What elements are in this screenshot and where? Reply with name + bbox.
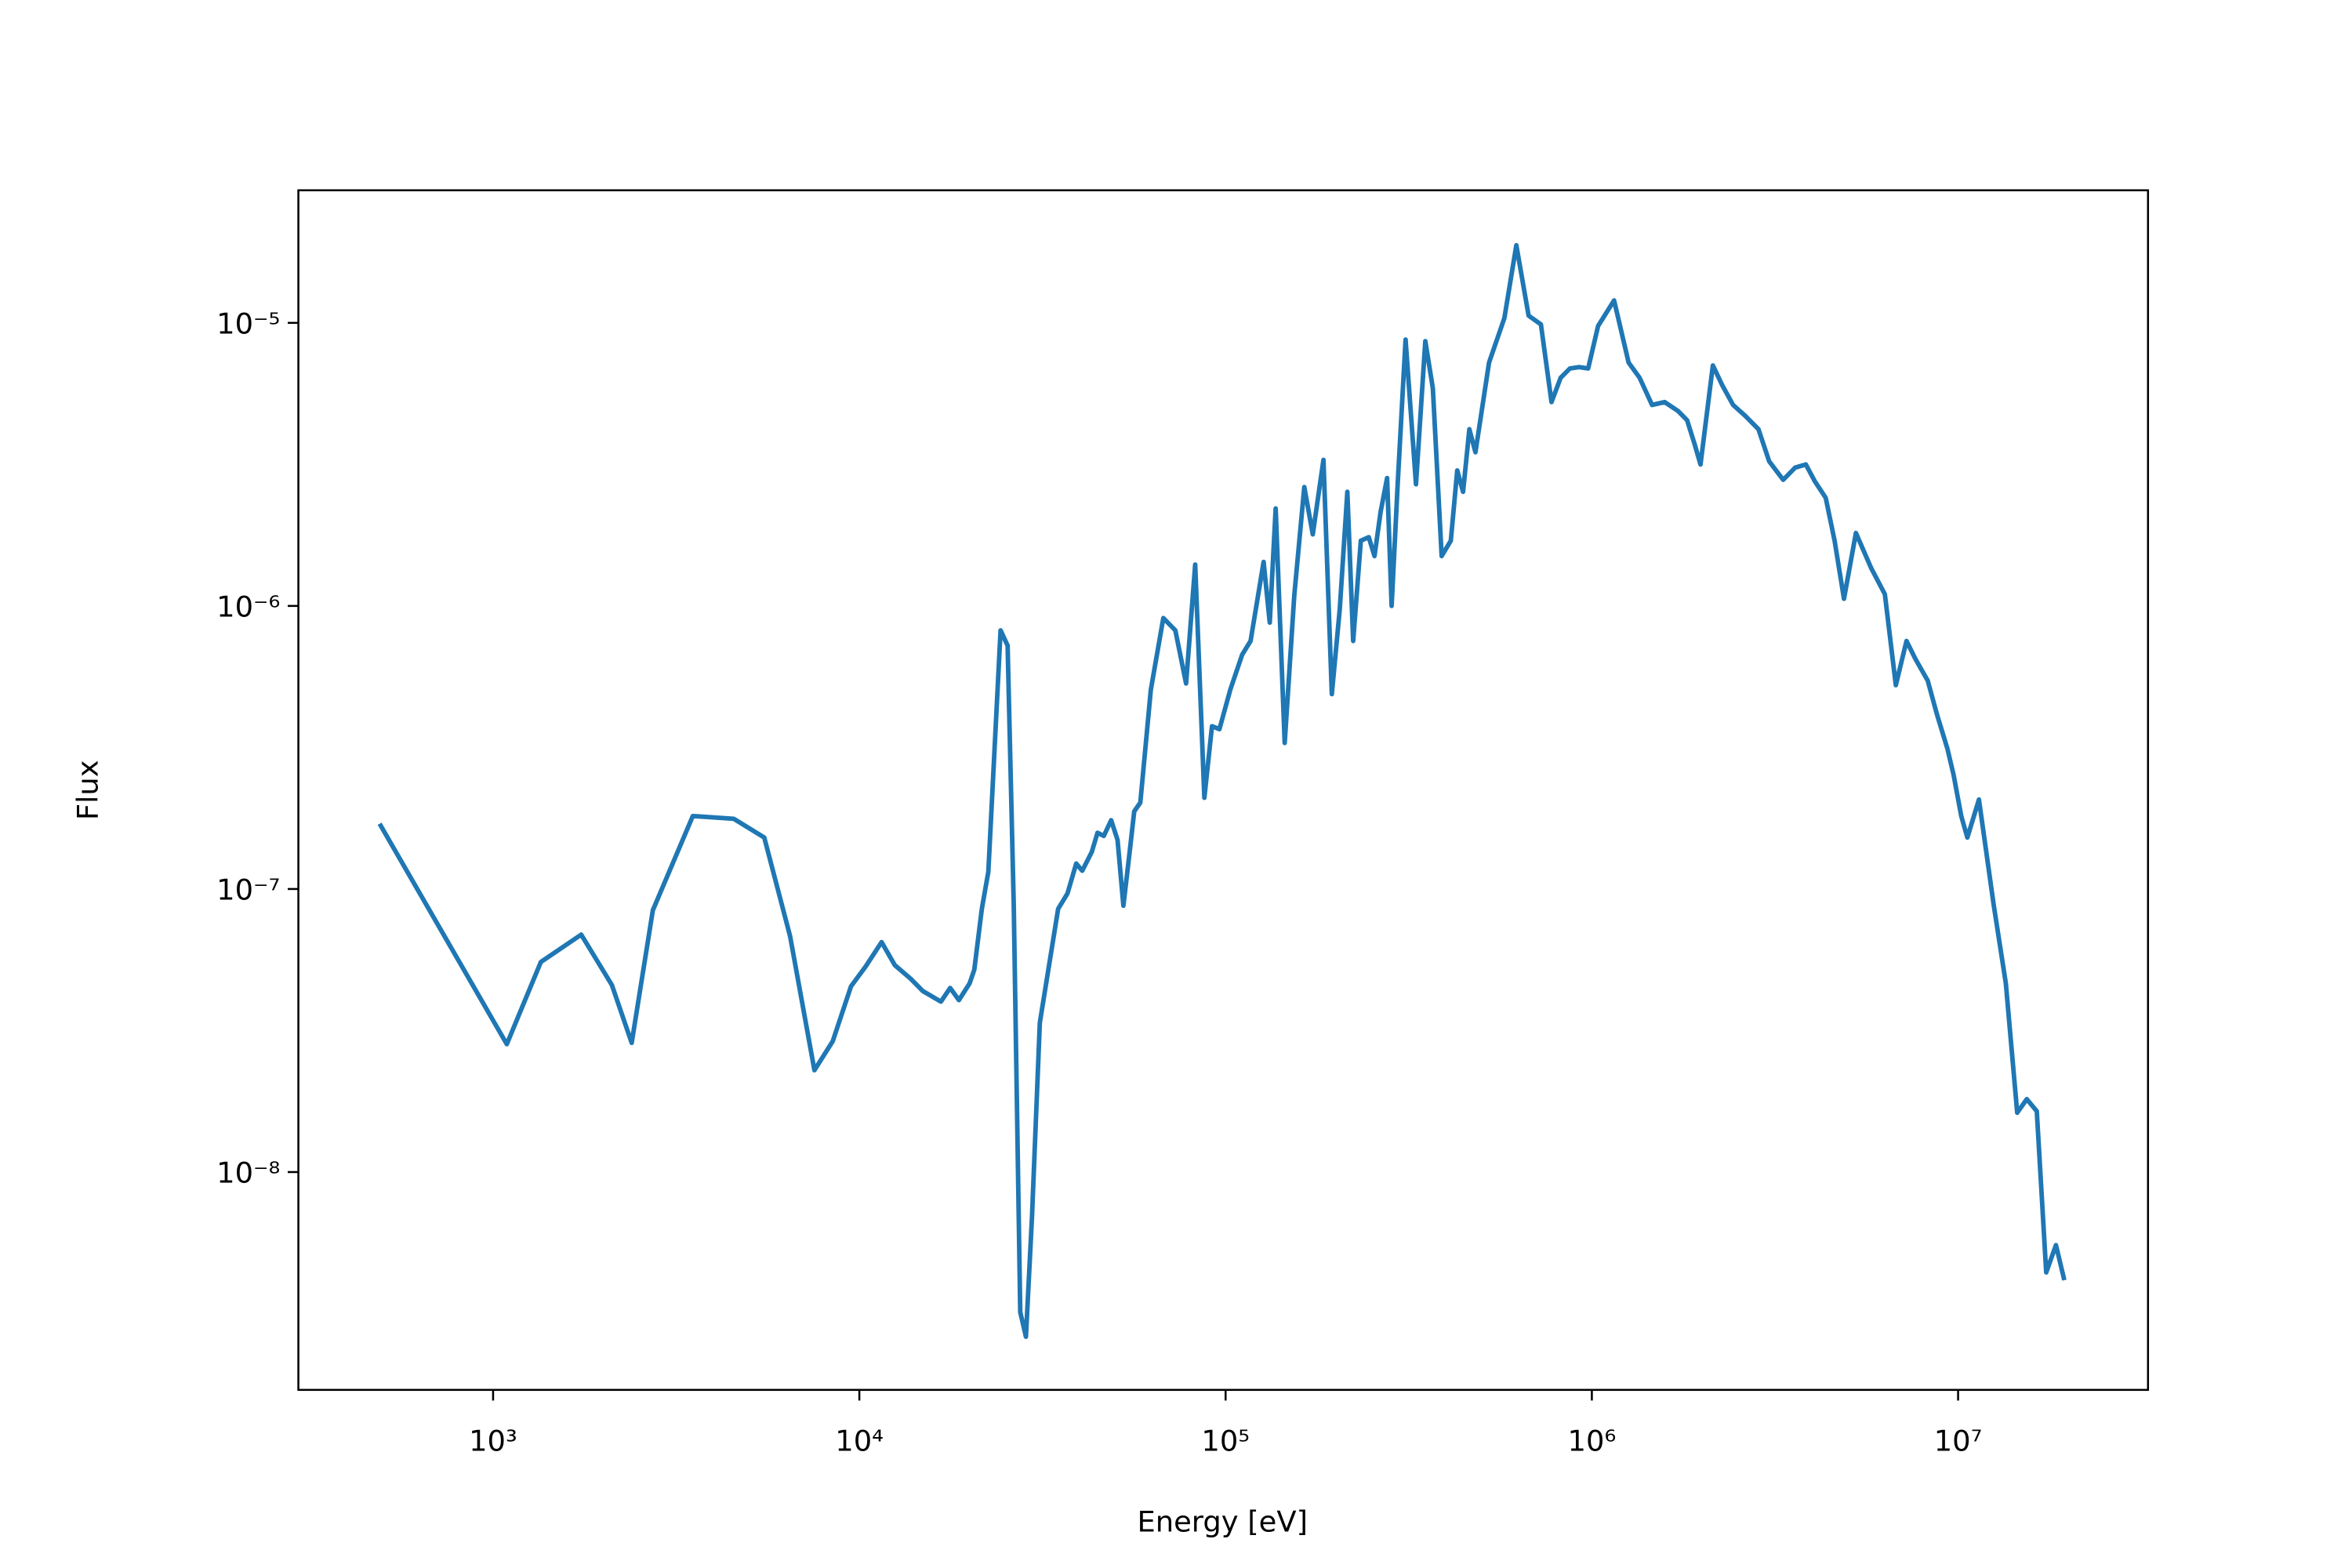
plot-frame xyxy=(297,189,2150,1392)
y-tick-label: 10⁻⁸ xyxy=(216,1156,280,1190)
x-tick-label: 10⁵ xyxy=(1201,1424,1250,1457)
y-tick-label: 10⁻⁵ xyxy=(216,307,280,340)
x-tick-label: 10³ xyxy=(469,1424,517,1457)
data-line xyxy=(377,242,2067,1339)
y-tick-label: 10⁻⁶ xyxy=(216,590,280,623)
x-tick-label: 10⁴ xyxy=(835,1424,884,1457)
x-axis-label: Energy [eV] xyxy=(1137,1504,1308,1538)
y-tick-label: 10⁻⁷ xyxy=(216,873,280,907)
x-tick-label: 10⁷ xyxy=(1934,1424,1983,1457)
x-tick-label: 10⁶ xyxy=(1568,1424,1617,1457)
y-axis-label: Flux xyxy=(71,760,104,820)
